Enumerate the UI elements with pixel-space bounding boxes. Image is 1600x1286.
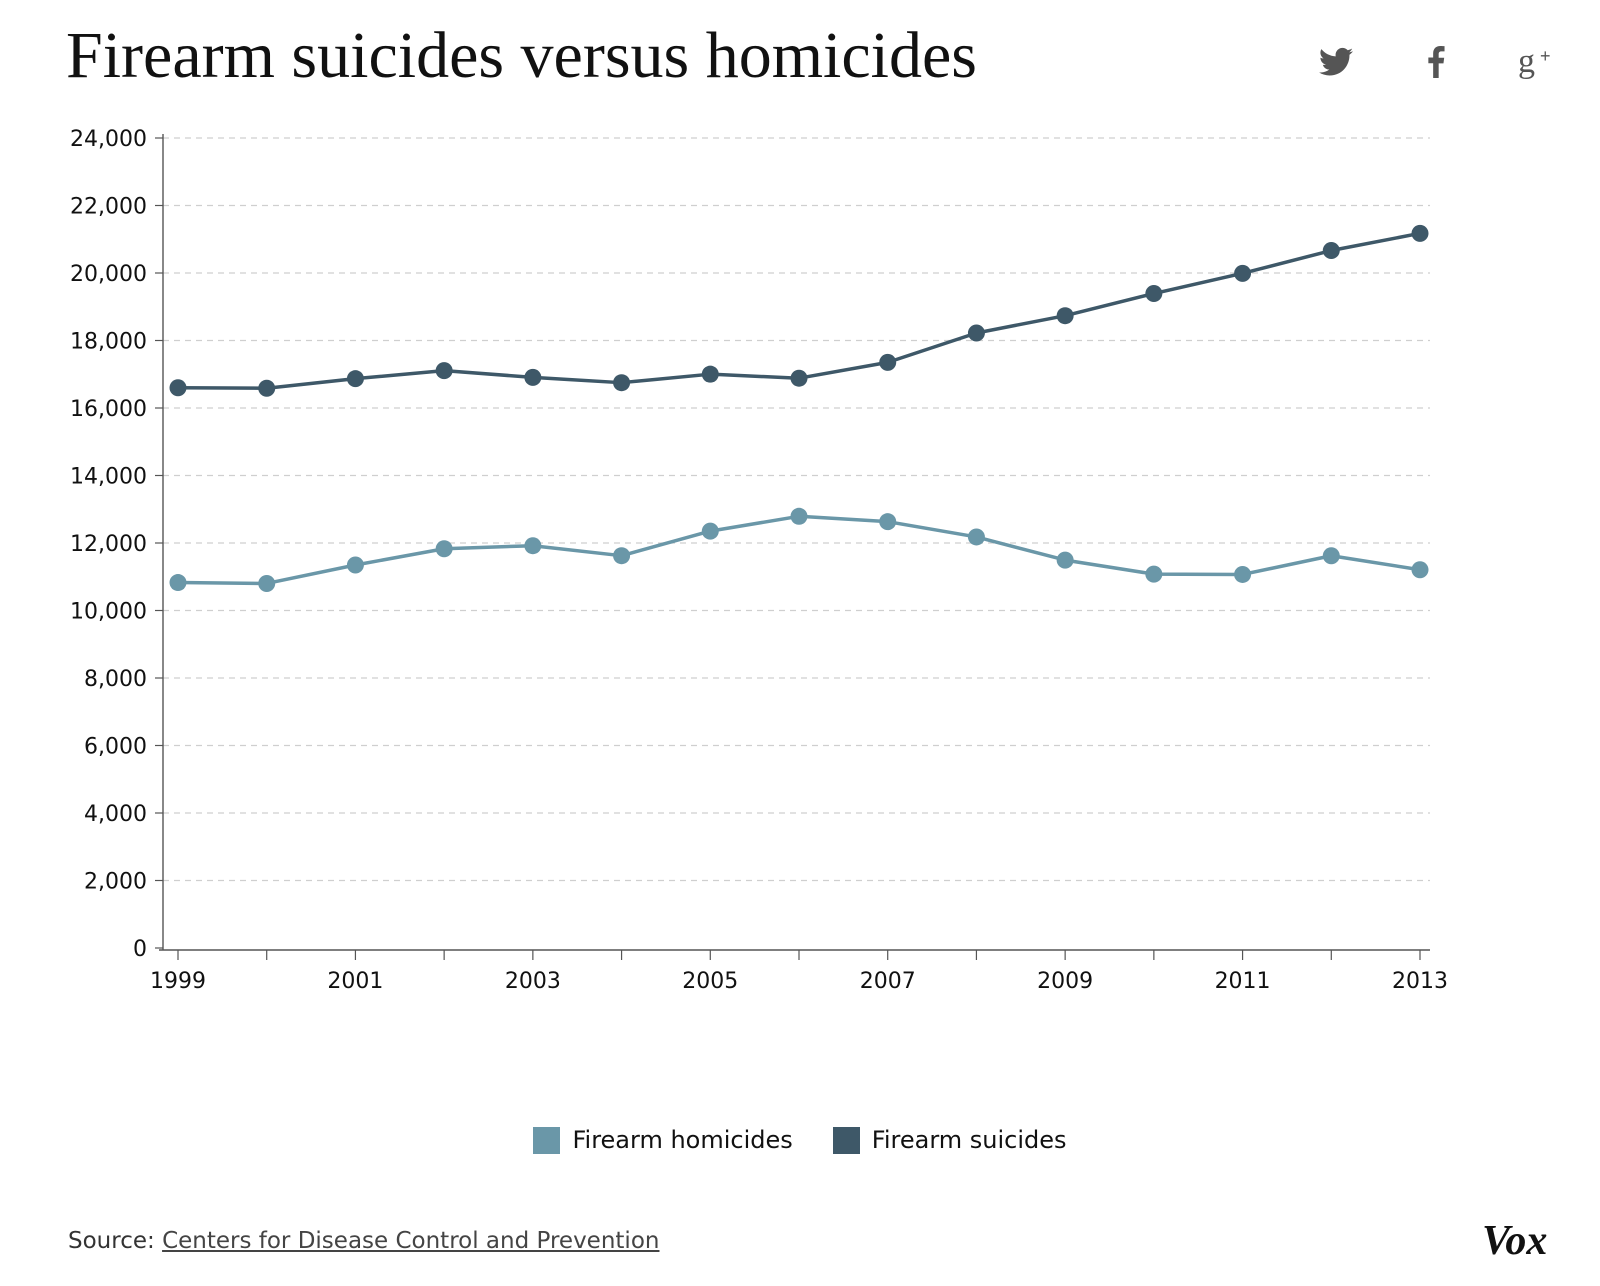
data-point-firearm-homicides[interactable] — [435, 540, 453, 558]
data-point-firearm-suicides[interactable] — [613, 374, 631, 392]
data-point-firearm-suicides[interactable] — [1056, 307, 1074, 325]
legend-label-suicides: Firearm suicides — [871, 1126, 1067, 1154]
y-tick-label: 14,000 — [70, 465, 147, 490]
data-point-firearm-suicides[interactable] — [524, 368, 542, 386]
data-point-firearm-suicides[interactable] — [346, 370, 364, 388]
y-tick-label: 0 — [133, 937, 147, 962]
x-tick-label: 2003 — [505, 969, 561, 994]
legend: Firearm homicides Firearm suicides — [0, 1126, 1600, 1154]
x-tick-label: 2007 — [860, 969, 916, 994]
facebook-share-button[interactable] — [1412, 38, 1460, 86]
data-point-firearm-homicides[interactable] — [169, 574, 187, 592]
legend-item-suicides[interactable]: Firearm suicides — [832, 1126, 1067, 1154]
y-tick-label: 22,000 — [70, 195, 147, 220]
y-tick-label: 2,000 — [84, 870, 147, 895]
data-point-firearm-suicides[interactable] — [1145, 285, 1163, 303]
svg-text:+: + — [1540, 46, 1551, 66]
data-point-firearm-suicides[interactable] — [1322, 242, 1340, 260]
y-tick-label: 10,000 — [70, 600, 147, 625]
data-point-firearm-suicides[interactable] — [169, 379, 187, 397]
y-tick-label: 12,000 — [70, 532, 147, 557]
facebook-icon — [1428, 46, 1445, 78]
x-tick-label: 2001 — [327, 969, 383, 994]
y-tick-label: 6,000 — [84, 735, 147, 760]
data-point-firearm-homicides[interactable] — [613, 547, 631, 565]
y-tick-label: 4,000 — [84, 802, 147, 827]
data-point-firearm-homicides[interactable] — [258, 574, 276, 592]
data-point-firearm-homicides[interactable] — [1322, 547, 1340, 565]
google-plus-icon: g + — [1518, 43, 1551, 80]
data-point-firearm-suicides[interactable] — [1234, 264, 1252, 282]
data-point-firearm-homicides[interactable] — [1145, 565, 1163, 583]
data-point-firearm-suicides[interactable] — [879, 353, 897, 371]
legend-item-homicides[interactable]: Firearm homicides — [533, 1126, 793, 1154]
vox-logo[interactable]: Vox — [1480, 1218, 1560, 1262]
google-plus-share-button[interactable]: g + — [1512, 38, 1560, 86]
source-prefix: Source: — [68, 1228, 155, 1254]
vox-logo-text: Vox — [1482, 1218, 1547, 1262]
twitter-share-button[interactable] — [1312, 38, 1360, 86]
data-point-firearm-homicides[interactable] — [879, 513, 897, 531]
legend-swatch-homicides — [533, 1126, 561, 1154]
x-tick-label: 2011 — [1215, 969, 1271, 994]
twitter-icon — [1319, 47, 1353, 76]
svg-text:g: g — [1518, 43, 1535, 80]
source-link[interactable]: Centers for Disease Control and Preventi… — [162, 1228, 660, 1254]
data-point-firearm-homicides[interactable] — [1056, 551, 1074, 569]
x-tick-label: 2009 — [1037, 969, 1093, 994]
x-tick-label: 2005 — [682, 969, 738, 994]
x-tick-label: 1999 — [150, 969, 206, 994]
data-point-firearm-homicides[interactable] — [524, 537, 542, 555]
x-tick-label: 2013 — [1392, 969, 1448, 994]
y-tick-label: 24,000 — [70, 127, 147, 152]
share-bar: g + — [1312, 38, 1560, 86]
data-point-firearm-homicides[interactable] — [790, 507, 808, 525]
series-line-firearm-homicides — [177, 514, 1421, 586]
legend-label-homicides: Firearm homicides — [572, 1126, 793, 1154]
y-tick-label: 18,000 — [70, 330, 147, 355]
data-point-firearm-homicides[interactable] — [346, 556, 364, 574]
data-point-firearm-suicides[interactable] — [701, 365, 719, 383]
y-tick-label: 20,000 — [70, 262, 147, 287]
chart-title: Firearm suicides versus homicides — [66, 19, 977, 92]
data-point-firearm-suicides[interactable] — [967, 324, 985, 342]
source-note: Source: Centers for Disease Control and … — [68, 1228, 659, 1254]
data-point-firearm-suicides[interactable] — [790, 369, 808, 387]
data-point-firearm-homicides[interactable] — [1234, 565, 1252, 583]
data-point-firearm-homicides[interactable] — [967, 528, 985, 546]
data-point-firearm-homicides[interactable] — [1411, 561, 1429, 579]
series-line-firearm-suicides — [177, 231, 1421, 390]
legend-swatch-suicides — [832, 1126, 860, 1154]
data-point-firearm-suicides[interactable] — [1411, 224, 1429, 242]
y-tick-label: 16,000 — [70, 397, 147, 422]
y-tick-label: 8,000 — [84, 667, 147, 692]
line-chart: 0 2,000 4,000 6,000 8,000 10,000 12,000 14,000 1… — [70, 127, 1448, 994]
data-point-firearm-suicides[interactable] — [435, 362, 453, 380]
data-point-firearm-suicides[interactable] — [258, 379, 276, 397]
data-point-firearm-homicides[interactable] — [701, 522, 719, 540]
